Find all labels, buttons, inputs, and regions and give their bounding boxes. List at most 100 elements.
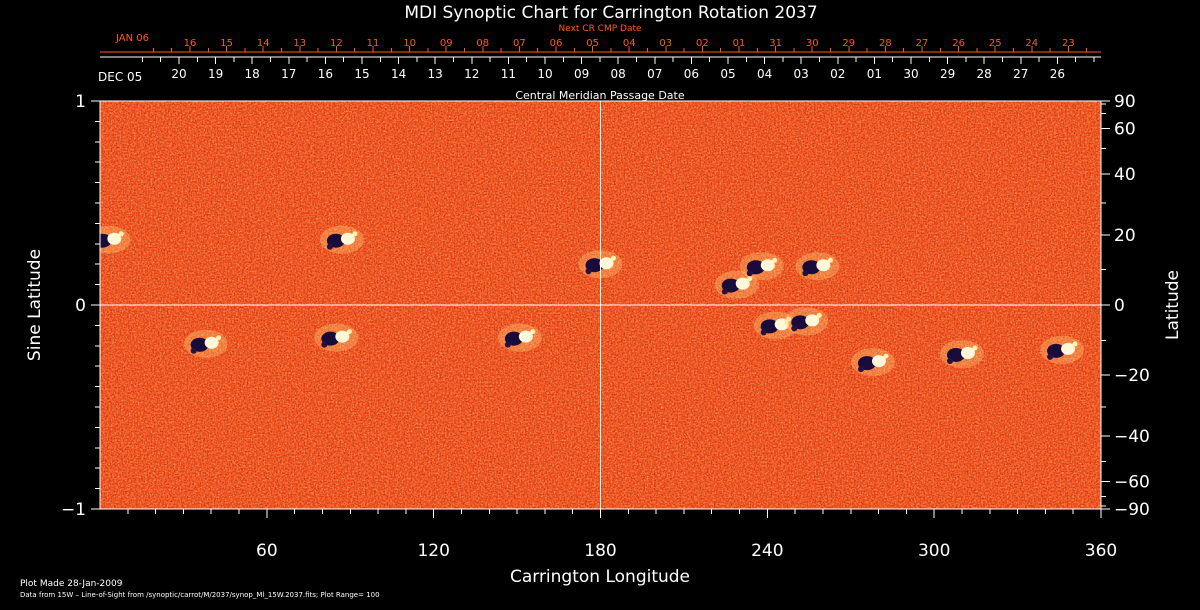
next-tick-label: 10 xyxy=(403,38,416,49)
spot-fragment xyxy=(346,329,352,335)
top-tick-label: 03 xyxy=(794,67,809,81)
next-axis-start-label: JAN 06 xyxy=(115,33,149,44)
next-tick-label: 26 xyxy=(952,38,965,49)
positive-polarity xyxy=(204,336,219,349)
active-region xyxy=(93,225,131,254)
spot-fragment xyxy=(883,353,889,359)
spot-fragment xyxy=(611,255,616,261)
right-axis-ticks: 90 60 40 20 0 −20 −40 −60 −90 xyxy=(1101,92,1150,520)
next-tick-label: 09 xyxy=(440,38,453,49)
x-tick-label: 360 xyxy=(1085,541,1117,561)
positive-polarity xyxy=(774,318,789,331)
top-tick-label: 18 xyxy=(245,67,260,81)
spot-fragment xyxy=(972,345,978,351)
top-tick-label: 15 xyxy=(354,67,369,81)
active-region xyxy=(183,329,228,358)
left-tick-label: 1 xyxy=(75,92,86,112)
next-tick-label: 05 xyxy=(586,38,599,49)
y-axis-label-right: Latitude xyxy=(1163,270,1183,340)
spot-fragment xyxy=(816,312,822,318)
top-tick-label: 06 xyxy=(684,67,699,81)
next-tick-label: 13 xyxy=(293,38,306,49)
positive-polarity xyxy=(518,330,533,343)
top-tick-label: 29 xyxy=(940,67,955,81)
next-tick-label: 07 xyxy=(513,38,526,49)
spot-fragment xyxy=(791,325,798,332)
x-tick-label: 60 xyxy=(256,541,278,561)
right-tick-label: 40 xyxy=(1114,165,1136,185)
spot-fragment xyxy=(118,231,124,237)
right-tick-label: 60 xyxy=(1114,119,1136,139)
right-tick-label: 0 xyxy=(1114,296,1125,316)
spot-fragment xyxy=(504,341,511,348)
right-tick-label: −20 xyxy=(1114,366,1150,386)
top-tick-label: 07 xyxy=(647,67,662,81)
positive-polarity xyxy=(760,259,775,272)
top-axis-ticks: 20 19 18 17 16 15 14 13 12 11 10 09 08 07 06 05 04 03 02 01… xyxy=(141,57,1095,81)
positive-polarity xyxy=(960,346,975,359)
top-tick-label: 27 xyxy=(1013,67,1028,81)
next-tick-label: 31 xyxy=(769,38,782,49)
top-tick-label: 12 xyxy=(464,67,479,81)
active-region xyxy=(784,307,829,336)
next-tick-label: 01 xyxy=(733,38,746,49)
top-tick-label: 13 xyxy=(428,67,443,81)
next-tick-label: 25 xyxy=(989,38,1002,49)
active-regions xyxy=(93,225,1085,377)
spot-fragment xyxy=(585,268,592,275)
active-region xyxy=(1040,335,1085,364)
active-region xyxy=(939,339,984,368)
x-tick-label: 120 xyxy=(417,541,449,561)
top-tick-label: 28 xyxy=(977,67,992,81)
positive-polarity xyxy=(107,232,122,245)
right-tick-label: 90 xyxy=(1114,92,1136,112)
spot-fragment xyxy=(772,257,778,263)
active-region xyxy=(319,225,364,254)
active-region xyxy=(739,252,784,281)
plot-made-note: Plot Made 28-Jan-2009 xyxy=(20,579,123,589)
spot-fragment xyxy=(352,231,358,237)
top-tick-label: 10 xyxy=(537,67,552,81)
spot-fragment xyxy=(1047,353,1054,360)
left-tick-label: 0 xyxy=(75,296,86,316)
next-tick-label: 23 xyxy=(1062,38,1075,49)
top-axis-label: Central Meridian Passage Date xyxy=(515,89,684,102)
top-tick-label: 11 xyxy=(501,67,516,81)
spot-fragment xyxy=(721,288,728,295)
next-axis-ticks: 16 15 14 13 12 11 10 09 08 07 06 05 04 03 02 01 31 30 29 28… xyxy=(152,38,1088,52)
x-tick-label: 300 xyxy=(918,541,950,561)
next-tick-label: 11 xyxy=(367,38,380,49)
spot-fragment xyxy=(786,316,792,322)
active-region xyxy=(753,311,798,340)
left-tick-label: −1 xyxy=(61,500,86,520)
right-tick-label: −90 xyxy=(1114,500,1150,520)
x-tick-label: 180 xyxy=(584,541,616,561)
spot-fragment xyxy=(802,270,809,277)
top-tick-label: 05 xyxy=(720,67,735,81)
next-axis-label: Next CR CMP Date xyxy=(558,24,642,34)
right-tick-label: 20 xyxy=(1114,226,1136,246)
active-region xyxy=(795,252,840,281)
next-tick-label: 04 xyxy=(623,38,636,49)
spot-fragment xyxy=(1072,341,1078,347)
next-tick-label: 14 xyxy=(257,38,270,49)
y-axis-label-left: Sine Latitude xyxy=(25,249,45,361)
spot-fragment xyxy=(946,357,953,364)
x-axis-label: Carrington Longitude xyxy=(510,567,690,587)
spot-fragment xyxy=(530,329,536,335)
top-tick-label: 16 xyxy=(318,67,333,81)
next-tick-label: 12 xyxy=(330,38,343,49)
left-axis-ticks: 1 0 −1 xyxy=(61,92,100,520)
top-tick-label: 09 xyxy=(574,67,589,81)
top-tick-label: 30 xyxy=(903,67,918,81)
spot-fragment xyxy=(190,347,197,354)
data-source-note: Data from 15W – Line-of-Sight from /syno… xyxy=(20,591,380,599)
top-tick-label: 20 xyxy=(171,67,186,81)
top-tick-label: 17 xyxy=(281,67,296,81)
positive-polarity xyxy=(735,277,750,290)
active-region xyxy=(850,348,895,377)
spot-fragment xyxy=(93,244,99,250)
spot-fragment xyxy=(760,329,767,336)
positive-polarity xyxy=(1061,342,1076,355)
